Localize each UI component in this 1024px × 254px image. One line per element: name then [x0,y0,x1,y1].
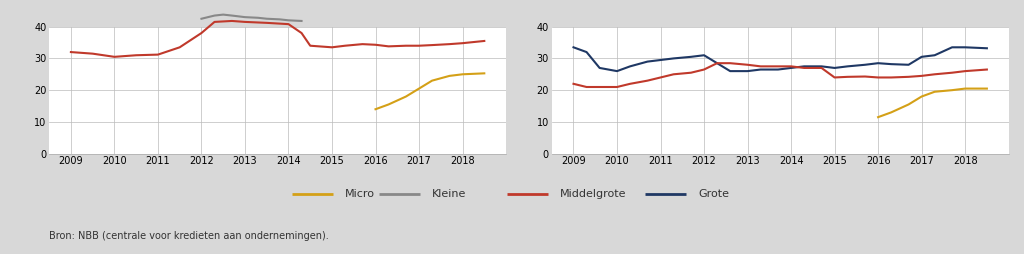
Text: Grote: Grote [698,189,729,199]
Text: Bron: NBB (centrale voor kredieten aan ondernemingen).: Bron: NBB (centrale voor kredieten aan o… [49,231,329,241]
Text: Kleine: Kleine [432,189,467,199]
Text: Micro: Micro [345,189,375,199]
Text: Middelgrote: Middelgrote [560,189,627,199]
